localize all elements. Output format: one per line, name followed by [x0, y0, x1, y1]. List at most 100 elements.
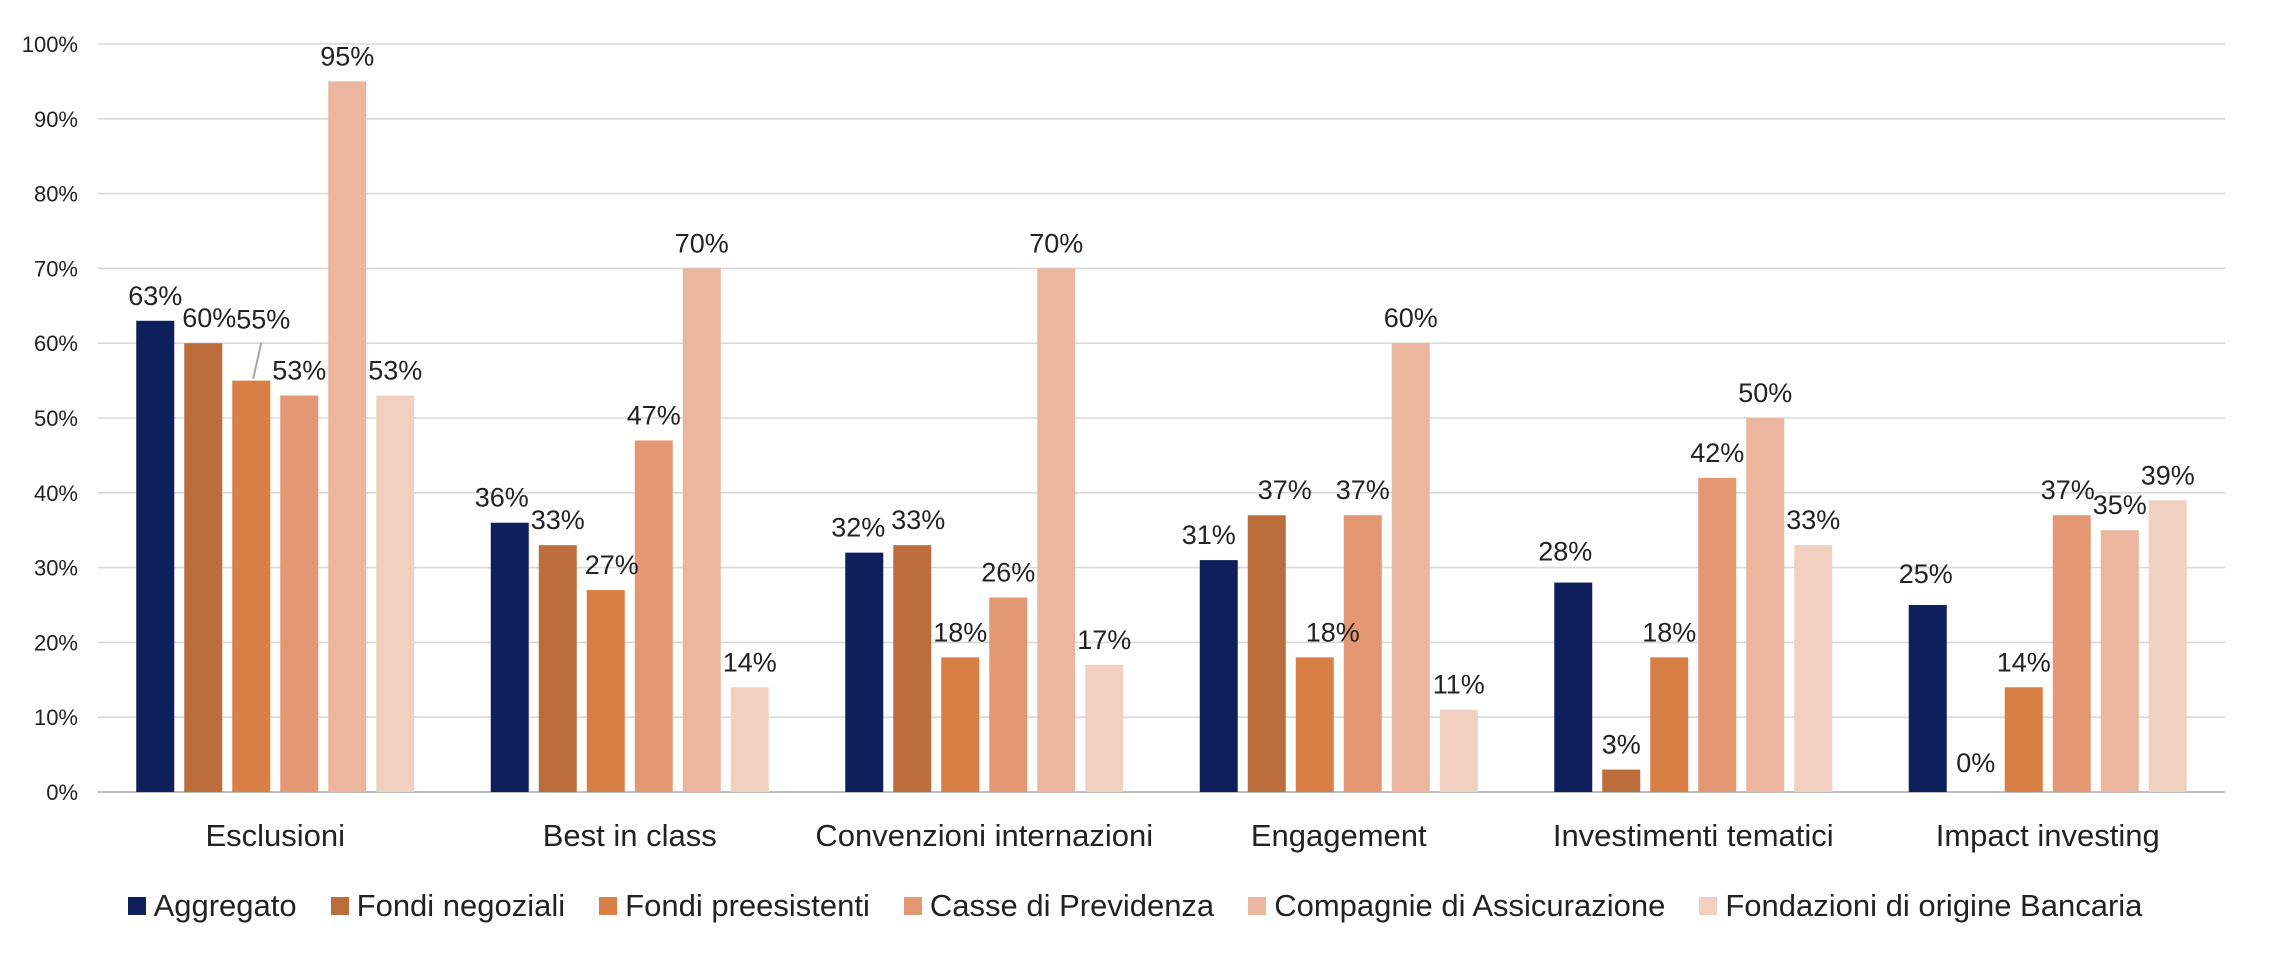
data-label: 27% [585, 550, 639, 580]
data-label: 60% [1384, 303, 1438, 333]
bar-fondi-negoziali [893, 545, 932, 792]
bar-aggregato [490, 522, 529, 792]
data-label: 53% [272, 356, 326, 386]
data-label: 55% [236, 305, 290, 335]
bar-aggregato [845, 552, 884, 792]
bar-compagnie-di-assicurazione [328, 81, 367, 792]
data-label: 36% [475, 483, 529, 513]
bar-casse-di-previdenza [280, 395, 319, 792]
data-label: 18% [933, 617, 987, 647]
y-tick-label: 80% [34, 182, 78, 207]
bar-aggregato [1199, 560, 1238, 792]
bar-compagnie-di-assicurazione [2100, 530, 2139, 792]
data-label: 18% [1642, 617, 1696, 647]
bar-fondi-preesistenti [941, 657, 980, 792]
y-tick-label: 100% [22, 32, 78, 57]
legend-item: Compagnie di Assicurazione [1248, 888, 1665, 924]
bar-fondi-negoziali [1247, 515, 1286, 792]
data-label: 31% [1182, 520, 1236, 550]
bar-casse-di-previdenza [989, 597, 1028, 792]
category-label: Engagement [1251, 818, 1427, 853]
bar-casse-di-previdenza [634, 440, 673, 792]
legend-item: Fondi preesistenti [599, 888, 870, 924]
legend-item: Casse di Previdenza [903, 888, 1215, 924]
gridlines [98, 43, 2225, 793]
data-label: 37% [1258, 475, 1312, 505]
legend-swatch [127, 897, 146, 915]
data-label: 11% [1433, 670, 1485, 700]
data-label: 33% [1786, 505, 1840, 535]
y-tick-label: 60% [34, 331, 78, 356]
data-label: 14% [723, 647, 777, 677]
bar-aggregato [1554, 582, 1593, 792]
bar-compagnie-di-assicurazione [1037, 268, 1076, 792]
legend-swatch [1699, 897, 1718, 915]
bar-fondi-negoziali [184, 343, 223, 792]
y-axis-tick-labels: 0% 10% 20% 30% 40% 50% 60% 70% 80% 90% 100% [22, 32, 78, 805]
category-label: Esclusioni [205, 818, 345, 853]
data-label: 17% [1077, 625, 1131, 655]
bar-fondi-preesistenti [1295, 657, 1334, 792]
legend-label: Casse di Previdenza [929, 888, 1215, 923]
bar-fondi-negoziali [538, 545, 577, 792]
data-label: 26% [981, 558, 1035, 588]
bar-aggregato [1908, 605, 1947, 792]
legend-label: Fondi preesistenti [625, 888, 870, 923]
data-label: 28% [1538, 537, 1592, 567]
bar-fondazioni-di-origine-bancaria [1794, 545, 1833, 792]
bar-fondazioni-di-origine-bancaria [1085, 664, 1124, 792]
bars [136, 81, 2187, 792]
legend-label: Fondi negoziali [356, 888, 566, 923]
bar-compagnie-di-assicurazione [682, 268, 721, 792]
bar-compagnie-di-assicurazione [1391, 343, 1430, 792]
y-tick-label: 10% [34, 705, 78, 730]
data-label: 33% [891, 505, 945, 535]
legend-swatch [599, 897, 618, 915]
data-label: 39% [2141, 460, 2195, 490]
data-label: 33% [531, 505, 585, 535]
data-label: 37% [2041, 475, 2095, 505]
legend-swatch [903, 897, 922, 915]
category-label: Convenzioni internazioni [815, 818, 1153, 853]
bar-fondi-preesistenti [232, 380, 271, 792]
y-tick-label: 90% [34, 107, 78, 132]
label-leader-line [252, 342, 263, 379]
data-label: 53% [368, 356, 422, 386]
bar-casse-di-previdenza [1698, 477, 1737, 792]
bar-fondi-negoziali [1602, 769, 1641, 792]
data-label: 60% [182, 303, 236, 333]
data-label: 0% [1956, 748, 1995, 778]
legend-swatch [330, 897, 349, 915]
legend-label: Aggregato [153, 888, 297, 923]
legend: Aggregato Fondi negoziali Fondi preesisten… [0, 878, 2270, 934]
data-label: 3% [1602, 730, 1641, 760]
data-label: 50% [1738, 378, 1792, 408]
bar-aggregato [136, 320, 175, 792]
legend-label: Fondazioni di origine Bancaria [1725, 888, 2143, 923]
data-label: 63% [128, 281, 182, 311]
bar-casse-di-previdenza [2052, 515, 2091, 792]
category-label: Impact investing [1936, 818, 2160, 853]
data-label: 32% [831, 513, 885, 543]
y-tick-label: 40% [34, 481, 78, 506]
category-labels: Esclusioni Best in class Convenzioni inter… [205, 818, 2159, 853]
legend-item: Aggregato [127, 888, 297, 924]
legend-swatch [1248, 897, 1267, 915]
data-label: 14% [1997, 647, 2051, 677]
legend-item: Fondi negoziali [330, 888, 566, 924]
data-label: 42% [1690, 438, 1744, 468]
y-tick-label: 20% [34, 630, 78, 655]
data-label: 95% [320, 41, 374, 71]
y-tick-label: 30% [34, 556, 78, 581]
data-label: 18% [1306, 617, 1360, 647]
bar-fondi-preesistenti [2004, 687, 2043, 792]
data-label: 37% [1336, 475, 1390, 505]
legend-label: Compagnie di Assicurazione [1274, 888, 1666, 923]
bar-fondazioni-di-origine-bancaria [730, 687, 769, 792]
data-label: 70% [675, 228, 729, 258]
bar-fondazioni-di-origine-bancaria [1439, 709, 1478, 792]
bar-compagnie-di-assicurazione [1746, 418, 1785, 792]
y-tick-label: 0% [46, 780, 78, 805]
bar-fondi-preesistenti [1650, 657, 1689, 792]
